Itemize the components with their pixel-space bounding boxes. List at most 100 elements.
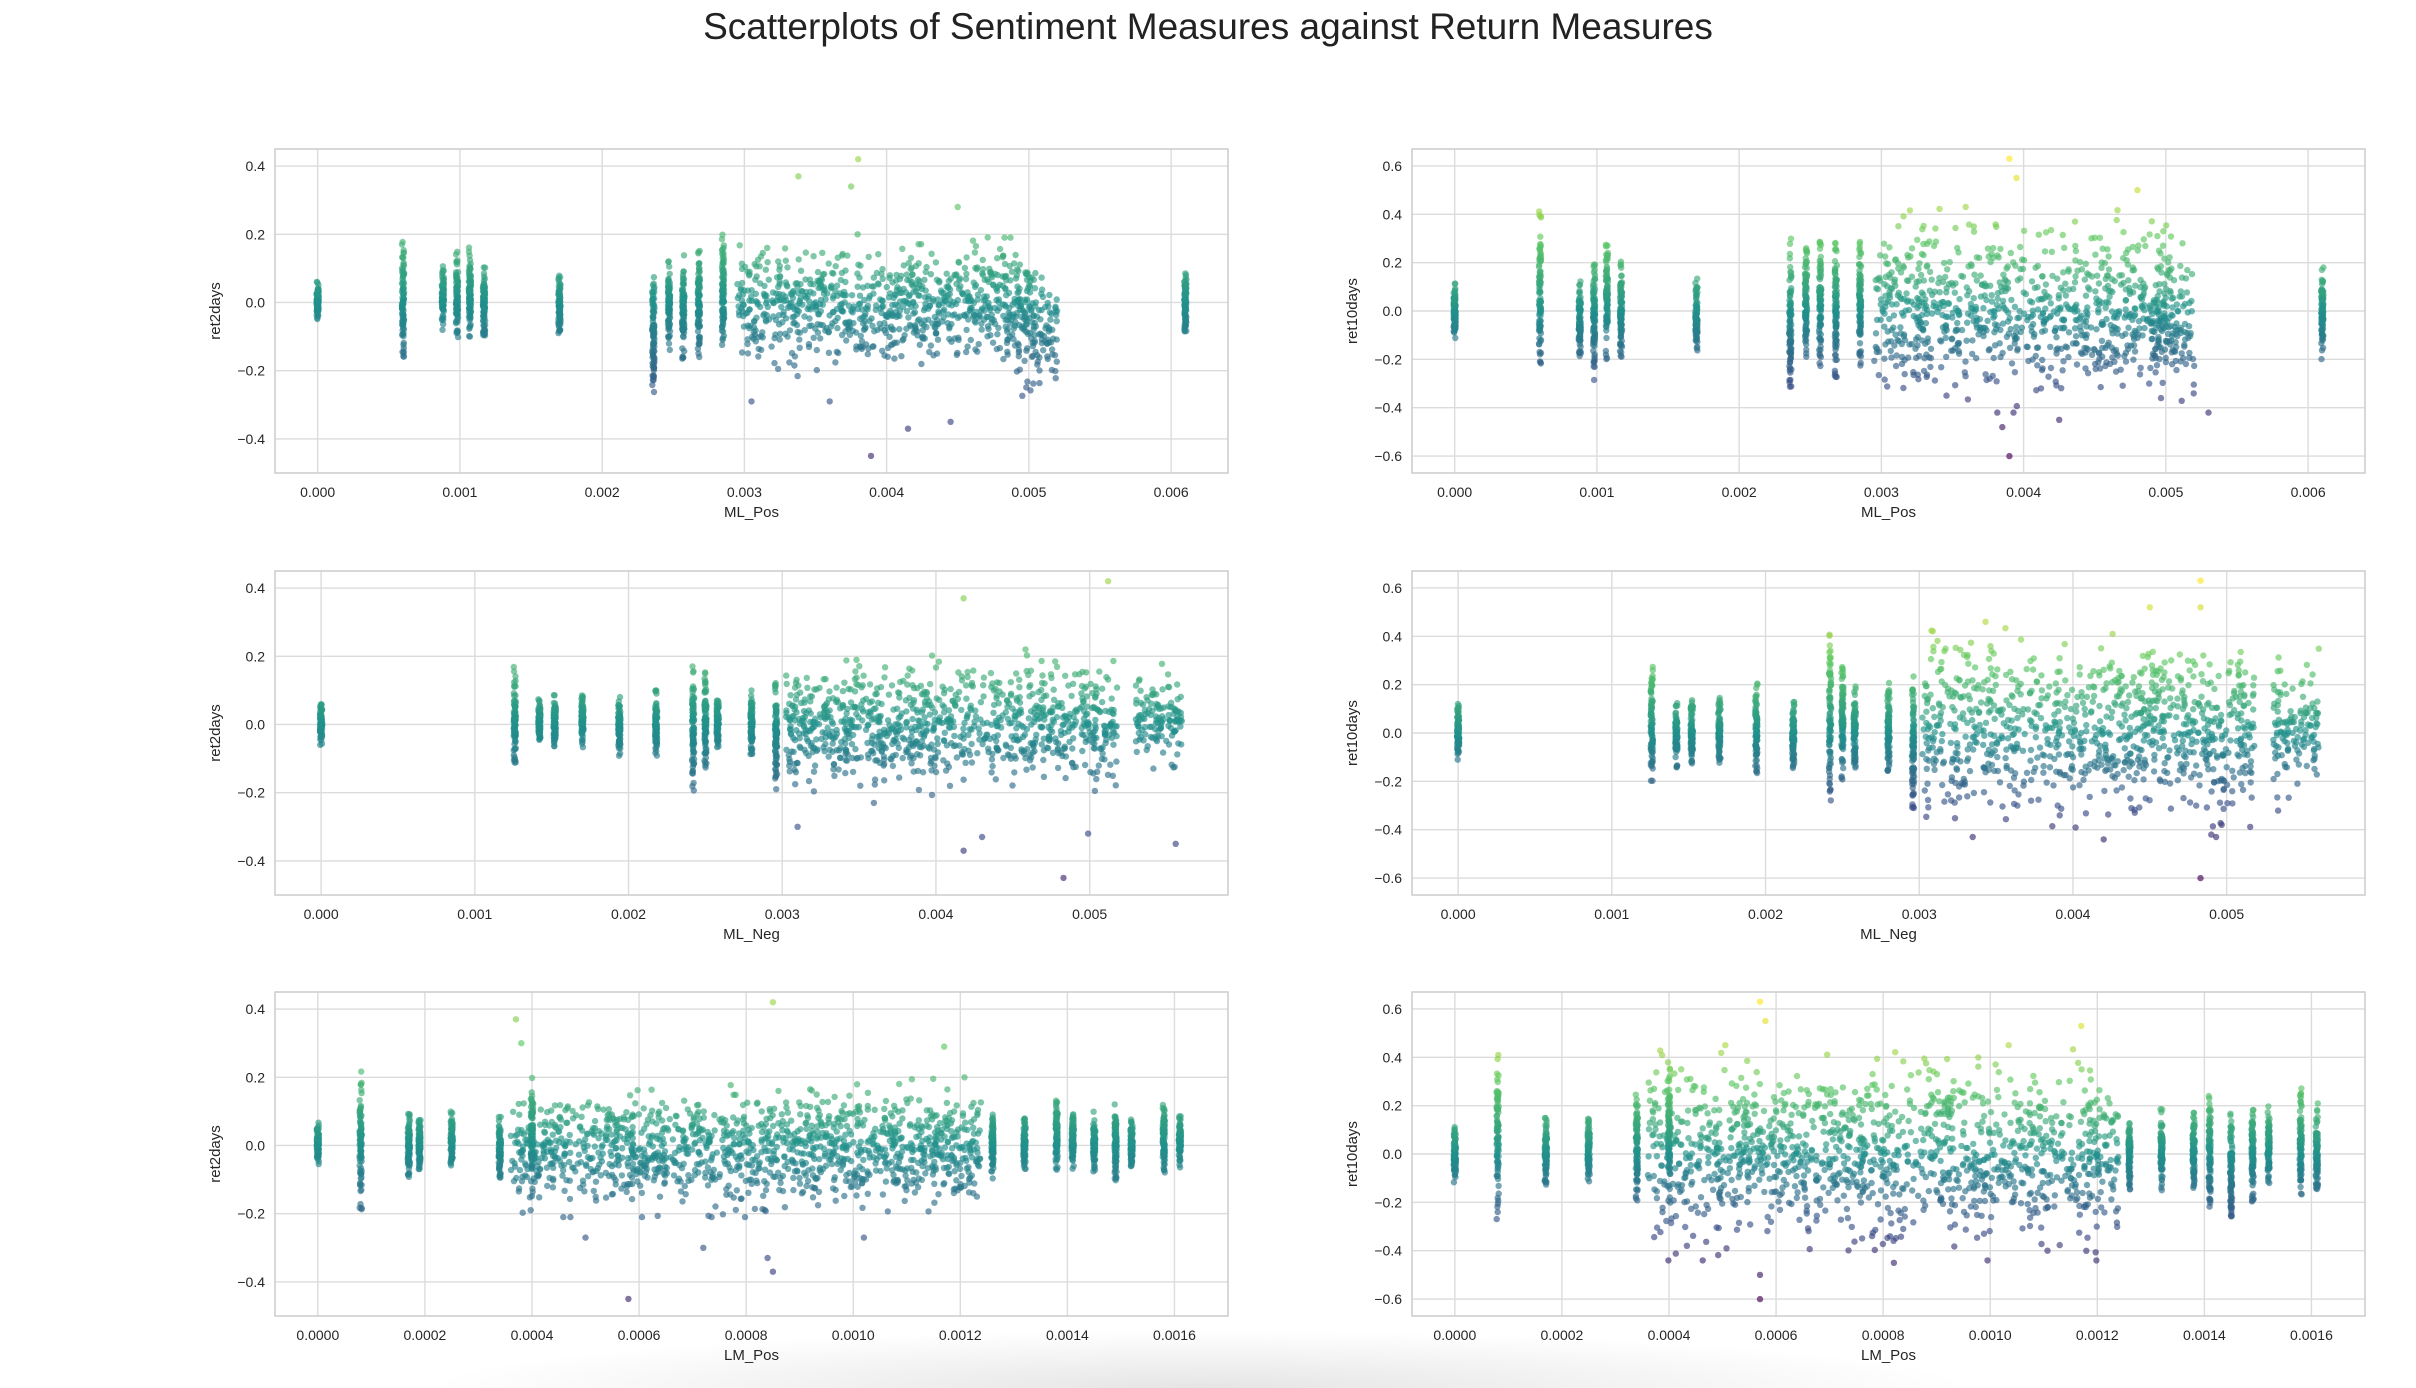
x-tick-label: 0.005 (2148, 484, 2183, 500)
data-point (795, 308, 802, 315)
data-point (650, 274, 658, 281)
data-point (1833, 322, 1840, 330)
data-point (1452, 315, 1459, 322)
data-point (2070, 285, 2077, 293)
data-point (2047, 300, 2054, 307)
data-point (679, 354, 687, 361)
data-point (666, 286, 673, 293)
data-point (2086, 286, 2093, 293)
data-point (719, 306, 726, 313)
data-point (718, 236, 726, 243)
data-point (481, 264, 489, 271)
data-point (1900, 384, 1907, 392)
data-point (987, 269, 994, 276)
data-point (764, 259, 771, 266)
x-tick-label: 0.002 (611, 906, 646, 922)
data-point (2135, 242, 2142, 249)
data-point (1981, 292, 1988, 299)
data-point (440, 320, 447, 328)
data-point (945, 284, 952, 291)
data-point (2059, 231, 2066, 239)
data-point (2177, 288, 2185, 295)
data-point (784, 264, 791, 271)
data-point (799, 301, 806, 308)
data-point (511, 698, 518, 705)
data-point (2048, 248, 2055, 255)
data-point (1903, 290, 1910, 297)
data-point (972, 242, 980, 250)
data-point (1831, 370, 1839, 377)
data-point (899, 245, 906, 252)
data-point (2318, 296, 2325, 303)
data-point (679, 274, 687, 282)
data-point (680, 280, 687, 287)
data-point (719, 280, 726, 287)
data-point (921, 294, 929, 301)
data-point (454, 268, 462, 276)
data-point (993, 345, 1000, 353)
y-tick-label: 0.6 (1383, 158, 1403, 174)
data-point (1052, 375, 1059, 382)
data-point (1589, 341, 1597, 348)
data-point (883, 312, 891, 319)
data-point (899, 303, 907, 310)
x-tick-label: 0.003 (1864, 484, 1899, 500)
data-point (1831, 330, 1839, 337)
data-point (2148, 320, 2155, 327)
data-point (1892, 362, 1900, 370)
data-point (1880, 240, 1888, 247)
data-point (1019, 392, 1026, 399)
data-point (1803, 350, 1810, 357)
data-point (1980, 304, 1987, 312)
data-point (1011, 322, 1019, 329)
data-point (1603, 276, 1610, 283)
data-point (798, 288, 806, 295)
data-point (1900, 331, 1908, 338)
data-point (1694, 284, 1701, 291)
data-point (916, 292, 923, 299)
data-point (1922, 320, 1930, 327)
data-point (1181, 302, 1189, 309)
data-point (1618, 326, 1626, 333)
data-point (833, 282, 841, 289)
data-point (2139, 304, 2146, 311)
data-point (967, 307, 974, 315)
data-point (2090, 345, 2098, 353)
y-tick-label: −0.4 (237, 853, 265, 869)
data-point (2073, 361, 2081, 368)
data-point (2092, 251, 2099, 258)
data-point (893, 313, 900, 321)
data-point (2103, 298, 2110, 306)
data-point (1182, 271, 1190, 278)
data-point (943, 270, 950, 277)
data-point (1618, 349, 1625, 356)
data-point (847, 183, 855, 190)
data-point (1887, 347, 1895, 355)
data-point (2146, 380, 2153, 387)
data-point (2130, 356, 2137, 363)
data-point (1576, 325, 1583, 332)
data-point (899, 337, 906, 344)
data-point (1693, 312, 1700, 319)
data-point (797, 267, 805, 274)
data-point (454, 257, 461, 264)
data-point (454, 328, 461, 336)
data-point (2160, 228, 2167, 235)
data-point (650, 374, 657, 381)
data-point (1935, 279, 1942, 287)
x-tick-label: 0.005 (1072, 906, 1107, 922)
data-point (994, 331, 1001, 338)
data-point (1591, 353, 1598, 360)
data-point (2162, 358, 2170, 366)
data-point (694, 280, 702, 287)
data-point (832, 263, 839, 270)
data-point (774, 365, 782, 373)
data-point (2056, 416, 2063, 423)
data-point (2065, 268, 2072, 275)
data-point (977, 286, 985, 294)
data-point (2055, 295, 2062, 302)
data-point (556, 304, 564, 311)
data-point (1922, 296, 1929, 303)
data-point (2010, 259, 2017, 266)
data-point (512, 692, 519, 699)
